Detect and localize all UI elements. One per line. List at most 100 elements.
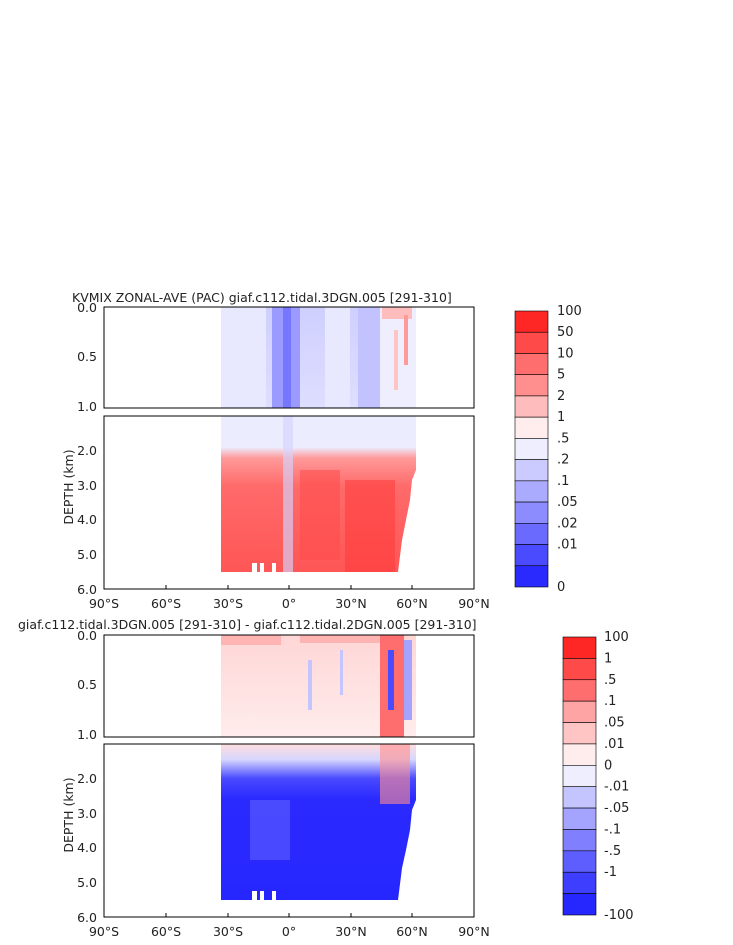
field-band <box>358 307 380 408</box>
field-band <box>388 650 394 710</box>
ytick-label: 5.0 <box>77 875 97 890</box>
colorbar-swatch <box>562 871 597 894</box>
xtick-label: 90°S <box>89 596 119 611</box>
field-band <box>250 800 290 860</box>
ytick-label: 5.0 <box>77 547 97 562</box>
field-band <box>300 470 340 560</box>
panel-2: giaf.c112.tidal.3DGN.005 [291-310] - gia… <box>18 617 634 939</box>
xtick-label: 90°S <box>89 924 119 939</box>
colorbar-label: .5 <box>604 673 616 688</box>
colorbar-swatch <box>514 544 549 567</box>
ytick-label: 0.5 <box>77 677 97 692</box>
panel-2-field-bottom <box>221 744 416 901</box>
ytick-label: 4.0 <box>77 840 97 855</box>
ytick-label: 1.0 <box>77 399 97 414</box>
colorbar-label: .5 <box>557 431 569 446</box>
xtick-label: 30°S <box>213 596 243 611</box>
field-band <box>300 635 380 643</box>
panel-2-yticks-top: 0.0 0.5 1.0 <box>77 628 97 742</box>
colorbar-label: 100 <box>557 304 582 319</box>
panel-1-xticks: 90°S 60°S 30°S 0° 30°N 60°N 90°N <box>89 585 490 611</box>
panel-2-colorbar: 100 1 .5 .1 .05 .01 0 -.01 -.05 -.1 -.5 -1 -100 <box>562 630 634 923</box>
colorbar-swatch <box>562 829 597 852</box>
ytick-label: 6.0 <box>77 910 97 925</box>
colorbar-swatch <box>514 565 549 588</box>
colorbar-swatch <box>562 700 597 723</box>
colorbar-label: 0 <box>604 758 612 773</box>
field-band <box>283 307 291 408</box>
colorbar-label: -.01 <box>604 780 629 795</box>
panel-1-field-top <box>221 307 416 408</box>
panel-2-yticks-bottom: 2.0 3.0 4.0 5.0 6.0 <box>77 771 97 925</box>
ytick-label: 6.0 <box>77 582 97 597</box>
colorbar-swatch <box>562 658 597 681</box>
colorbar-label: -100 <box>604 908 634 923</box>
colorbar-swatch <box>514 480 549 503</box>
colorbar-label: -1 <box>604 865 617 880</box>
ytick-label: 3.0 <box>77 478 97 493</box>
colorbar-swatch <box>514 374 549 397</box>
ytick-label: 2.0 <box>77 443 97 458</box>
colorbar-swatch <box>562 636 597 659</box>
field-band <box>272 563 276 573</box>
colorbar-swatch <box>562 850 597 873</box>
field-band <box>221 635 281 645</box>
field-band <box>252 563 257 573</box>
colorbar-swatch <box>514 459 549 482</box>
field-band <box>340 650 343 695</box>
field-band <box>404 640 412 720</box>
colorbar-label: 10 <box>557 346 574 361</box>
colorbar-swatch <box>514 501 549 524</box>
colorbar-label: .05 <box>557 495 578 510</box>
ytick-label: 0.0 <box>77 628 97 643</box>
colorbar-swatch <box>562 786 597 809</box>
xtick-label: 60°N <box>396 596 428 611</box>
colorbar-swatch <box>514 416 549 439</box>
colorbar-label: .01 <box>604 737 625 752</box>
field-band <box>404 315 408 365</box>
field-band <box>252 891 257 901</box>
xtick-label: 90°N <box>458 596 490 611</box>
colorbar-label: 50 <box>557 325 574 340</box>
colorbar-swatch <box>514 310 549 333</box>
panel-2-top-frame <box>103 634 475 738</box>
ytick-label: 1.0 <box>77 727 97 742</box>
ytick-label: 3.0 <box>77 806 97 821</box>
xtick-label: 30°N <box>335 596 367 611</box>
colorbar-label: 100 <box>604 630 629 645</box>
colorbar-label: .1 <box>557 474 569 489</box>
panel-1-colorbar: 100 50 10 5 2 1 .5 .2 .1 .05 .02 .01 0 <box>514 304 582 595</box>
panel-2-xticks: 90°S 60°S 30°S 0° 30°N 60°N 90°N <box>89 913 490 939</box>
xtick-label: 90°N <box>458 924 490 939</box>
colorbar-label: .05 <box>604 716 625 731</box>
field-band <box>394 330 398 390</box>
panel-2-title: giaf.c112.tidal.3DGN.005 [291-310] - gia… <box>18 617 477 632</box>
field-band <box>260 563 264 573</box>
field-band <box>308 660 312 710</box>
colorbar-label: 0 <box>557 580 565 595</box>
xtick-label: 30°S <box>213 924 243 939</box>
panel-1-ylabel: DEPTH (km) <box>61 449 76 524</box>
colorbar-label: 1 <box>604 651 612 666</box>
field-band <box>380 744 410 804</box>
panel-1-field-bottom <box>221 416 416 573</box>
xtick-label: 60°N <box>396 924 428 939</box>
panel-2-field-top <box>221 635 416 737</box>
colorbar-swatch <box>514 331 549 354</box>
panel-1-yticks-bottom: 2.0 3.0 4.0 5.0 6.0 <box>77 443 97 597</box>
field-band <box>345 480 395 572</box>
colorbar-label: -.1 <box>604 822 621 837</box>
panel-1-top-frame <box>103 306 475 409</box>
colorbar-swatch <box>514 353 549 375</box>
colorbar-swatch <box>514 523 549 545</box>
field-band <box>283 416 293 572</box>
panel-1: KVMIX ZONAL-AVE (PAC) giaf.c112.tidal.3D… <box>61 290 582 611</box>
field-band <box>221 307 266 408</box>
colorbar-label: 5 <box>557 368 565 383</box>
xtick-label: 60°S <box>151 596 181 611</box>
colorbar-label: -.05 <box>604 801 629 816</box>
xtick-label: 0° <box>282 924 296 939</box>
ytick-label: 4.0 <box>77 512 97 527</box>
colorbar-label: 2 <box>557 389 565 404</box>
